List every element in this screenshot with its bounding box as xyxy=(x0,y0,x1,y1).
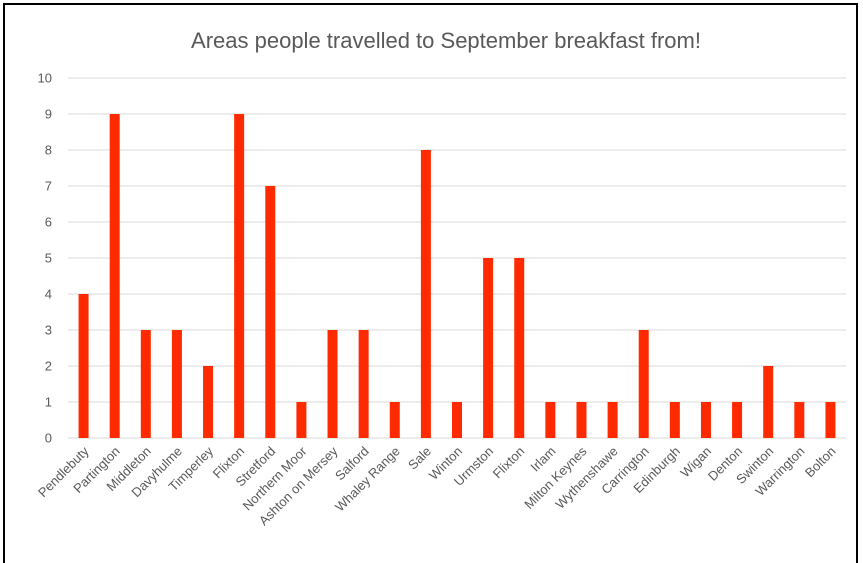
y-tick-label: 3 xyxy=(45,323,52,338)
y-tick-label: 5 xyxy=(45,251,52,266)
bar-21 xyxy=(700,402,711,438)
bar-7 xyxy=(265,186,276,438)
bar-4 xyxy=(171,330,182,438)
bar-17 xyxy=(576,402,587,438)
bar-19 xyxy=(638,330,649,438)
chart-title: Areas people travelled to September brea… xyxy=(191,28,701,53)
bar-18 xyxy=(607,402,618,438)
bar-1 xyxy=(78,294,89,438)
bar-8 xyxy=(296,402,307,438)
y-tick-label: 7 xyxy=(45,179,52,194)
y-tick-label: 8 xyxy=(45,143,52,158)
y-tick-label: 10 xyxy=(38,71,52,86)
gridlines xyxy=(68,77,846,439)
bars xyxy=(78,114,836,438)
bar-13 xyxy=(452,402,462,438)
y-tick-label: 2 xyxy=(45,359,52,374)
y-tick-label: 1 xyxy=(45,395,52,410)
bar-11 xyxy=(389,402,400,438)
bar-3 xyxy=(140,330,151,438)
bar-2 xyxy=(109,114,120,438)
y-axis-ticks: 0 1 2 3 4 5 6 7 8 9 10 xyxy=(38,71,52,446)
x-category-label: Flixton xyxy=(490,444,528,482)
bar-6 xyxy=(234,114,245,438)
bar-9 xyxy=(327,330,338,438)
x-category-label: Bolton xyxy=(802,444,839,481)
y-tick-label: 4 xyxy=(45,287,52,302)
bar-15 xyxy=(514,258,525,438)
y-tick-label: 0 xyxy=(45,431,52,446)
bar-10 xyxy=(358,330,369,438)
bar-12 xyxy=(420,150,431,438)
bar-14 xyxy=(483,258,494,438)
y-tick-label: 6 xyxy=(45,215,52,230)
bar-25 xyxy=(825,402,836,438)
x-axis-labels: PendlebutyPartingtonMiddletonDavyhulmeTi… xyxy=(35,443,838,528)
bar-5 xyxy=(203,366,214,438)
bar-20 xyxy=(669,402,680,438)
bar-16 xyxy=(545,402,556,438)
bar-24 xyxy=(794,402,805,438)
y-tick-label: 9 xyxy=(45,107,52,122)
bar-22 xyxy=(732,402,743,438)
bar-23 xyxy=(763,366,774,438)
